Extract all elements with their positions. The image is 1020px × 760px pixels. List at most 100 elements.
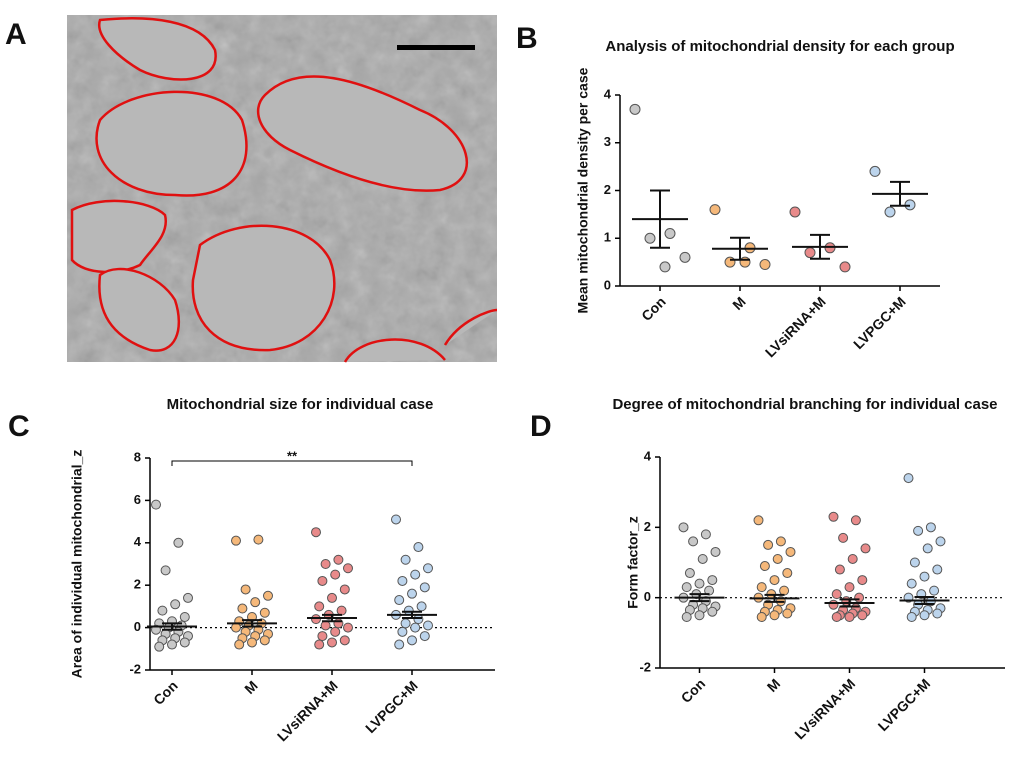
data-point bbox=[173, 537, 184, 548]
data-point bbox=[857, 610, 868, 621]
data-point bbox=[903, 473, 914, 484]
data-point bbox=[259, 635, 270, 646]
data-point bbox=[151, 499, 161, 510]
y-tick-label: -2 bbox=[639, 659, 651, 674]
data-point bbox=[681, 612, 692, 623]
data-point bbox=[679, 251, 691, 263]
data-point bbox=[644, 232, 656, 244]
data-point bbox=[311, 614, 321, 625]
data-point bbox=[919, 610, 930, 621]
data-point bbox=[407, 588, 417, 599]
data-point bbox=[785, 546, 796, 557]
data-point bbox=[694, 578, 705, 589]
data-point bbox=[330, 626, 341, 637]
x-tick-label: M bbox=[764, 675, 784, 695]
data-point bbox=[913, 525, 924, 536]
data-point bbox=[782, 608, 793, 619]
data-point bbox=[320, 620, 331, 631]
y-axis-label: Form factor_z bbox=[625, 516, 641, 609]
data-point bbox=[410, 569, 421, 580]
data-point bbox=[333, 554, 344, 565]
data-point bbox=[772, 553, 783, 564]
chart-title: Degree of mitochondrial branching for in… bbox=[612, 396, 997, 413]
data-point bbox=[314, 601, 325, 612]
data-point bbox=[684, 568, 695, 579]
data-point bbox=[775, 536, 786, 547]
data-point bbox=[779, 585, 790, 596]
data-point bbox=[789, 206, 801, 218]
data-point bbox=[782, 568, 793, 579]
data-point bbox=[854, 592, 865, 603]
data-point bbox=[688, 536, 699, 547]
data-point bbox=[838, 532, 849, 543]
y-tick-label: 0 bbox=[644, 589, 651, 604]
data-point bbox=[739, 256, 751, 268]
data-point bbox=[860, 543, 871, 554]
x-tick-label: Con bbox=[678, 675, 709, 706]
data-point bbox=[413, 542, 424, 553]
data-point bbox=[869, 165, 881, 177]
data-point bbox=[311, 527, 321, 538]
data-point bbox=[231, 535, 241, 546]
y-tick-label: 8 bbox=[134, 449, 141, 464]
data-point bbox=[763, 539, 774, 550]
data-point bbox=[400, 618, 411, 629]
data-point bbox=[681, 582, 692, 593]
data-point bbox=[259, 607, 270, 618]
x-tick-label: LVPGC+M bbox=[850, 293, 909, 352]
x-tick-label: Con bbox=[638, 293, 669, 324]
significance-bracket bbox=[171, 460, 413, 466]
significance-label: ** bbox=[287, 448, 298, 463]
x-tick-label: LVPGC+M bbox=[875, 675, 934, 734]
data-point bbox=[707, 575, 718, 586]
data-point bbox=[932, 564, 943, 575]
data-point bbox=[410, 622, 421, 633]
data-point bbox=[343, 563, 353, 574]
x-tick-label: LVsiRNA+M bbox=[274, 677, 341, 744]
x-tick-label: LVPGC+M bbox=[362, 677, 421, 736]
micrograph bbox=[67, 15, 498, 363]
x-tick-label: Con bbox=[150, 677, 181, 708]
data-point bbox=[339, 635, 350, 646]
data-point bbox=[416, 601, 427, 612]
x-tick-label: LVsiRNA+M bbox=[791, 675, 858, 742]
data-point bbox=[839, 261, 851, 273]
data-point bbox=[167, 639, 177, 650]
y-tick-label: 0 bbox=[604, 277, 611, 292]
chart-title: Mitochondrial size for individual case bbox=[167, 396, 434, 413]
data-point bbox=[906, 578, 917, 589]
data-point bbox=[157, 605, 168, 616]
data-point bbox=[753, 515, 764, 526]
data-point bbox=[857, 575, 868, 586]
data-point bbox=[423, 563, 433, 574]
data-point bbox=[179, 612, 190, 622]
data-point bbox=[419, 582, 430, 593]
panel-label: C bbox=[8, 410, 30, 443]
data-point bbox=[397, 626, 408, 637]
data-point bbox=[240, 584, 251, 595]
x-tick-label: M bbox=[729, 293, 749, 313]
data-point bbox=[828, 599, 839, 610]
data-point bbox=[929, 585, 940, 596]
data-point bbox=[707, 606, 718, 617]
data-point bbox=[154, 641, 165, 652]
data-point bbox=[327, 592, 337, 603]
data-point bbox=[664, 227, 676, 239]
data-point bbox=[844, 612, 855, 623]
data-point bbox=[724, 256, 736, 268]
y-tick-label: 2 bbox=[644, 519, 651, 534]
y-tick-label: 6 bbox=[134, 492, 141, 507]
data-point bbox=[407, 635, 417, 646]
data-point bbox=[834, 564, 845, 575]
data-point bbox=[317, 575, 328, 586]
data-point bbox=[179, 637, 190, 648]
y-axis-label: Area of individual mitochondrial_z bbox=[69, 450, 85, 679]
panel-label: A bbox=[5, 18, 27, 51]
data-point bbox=[253, 534, 264, 545]
data-point bbox=[339, 584, 350, 595]
data-point bbox=[263, 590, 273, 601]
data-point bbox=[413, 614, 424, 625]
data-point bbox=[659, 261, 671, 273]
data-point bbox=[935, 536, 946, 547]
y-tick-label: 2 bbox=[604, 182, 611, 197]
